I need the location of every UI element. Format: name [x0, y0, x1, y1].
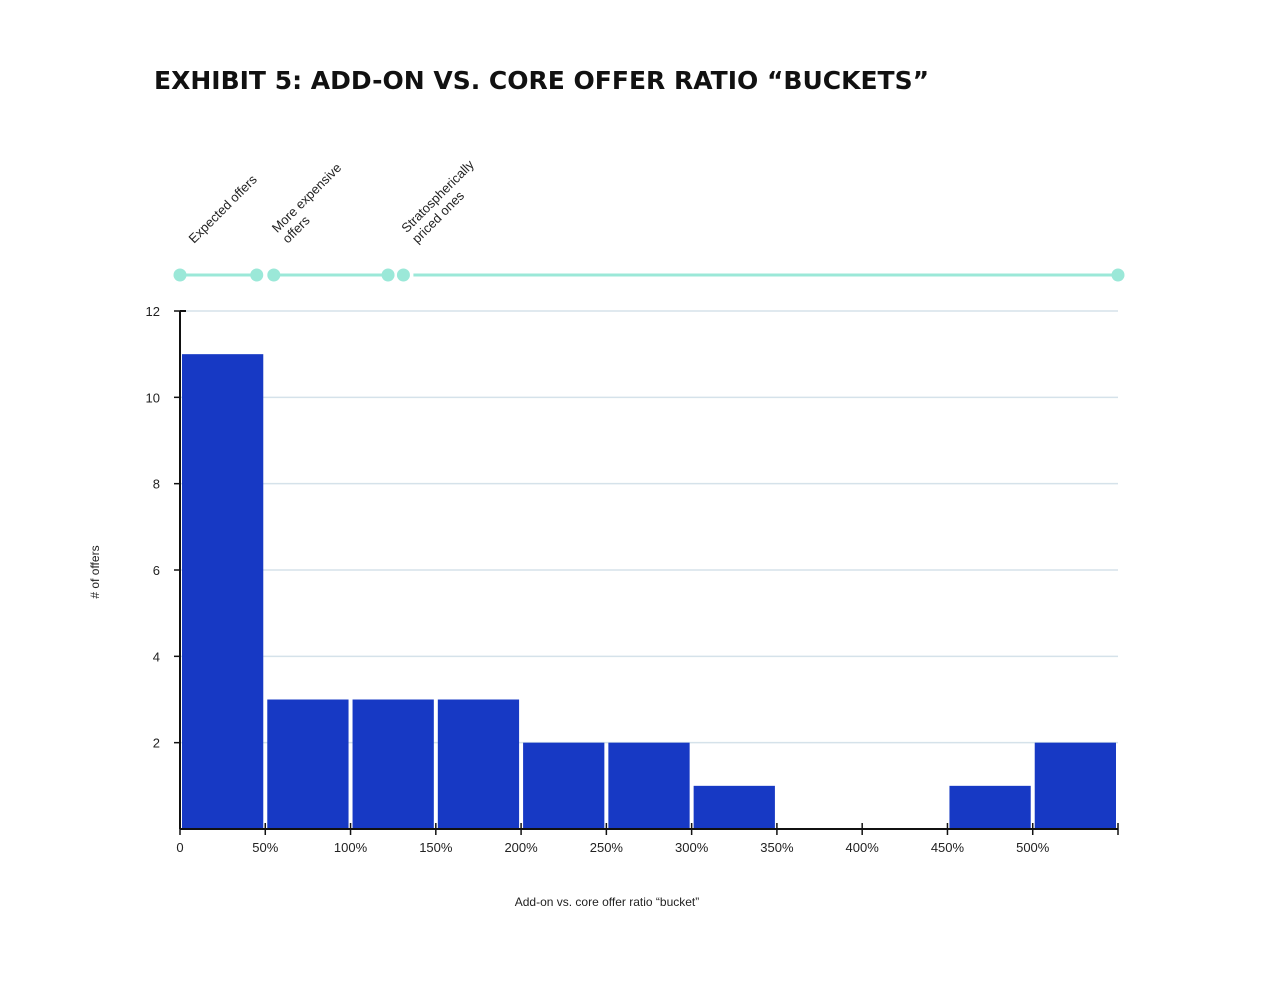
bar: [182, 354, 264, 829]
x-tick-label: 450%: [931, 840, 965, 855]
x-tick-label: 500%: [1016, 840, 1050, 855]
x-tick-label: 300%: [675, 840, 709, 855]
range-brackets: Expected offers More expensiveoffers Strat…: [173, 157, 1125, 282]
y-tick-label: 8: [153, 477, 160, 492]
x-tick-label: 50%: [252, 840, 278, 855]
y-axis-label: # of offers: [88, 545, 102, 598]
bar: [949, 785, 1031, 829]
range-end-marker: [381, 268, 395, 282]
range-label: More expensiveoffers: [269, 160, 355, 246]
x-tick-label: 350%: [760, 840, 794, 855]
range-end-marker: [250, 268, 264, 282]
range-label-line: Expected offers: [186, 171, 261, 246]
x-tick-label: 400%: [846, 840, 880, 855]
range-start-marker: [396, 268, 410, 282]
bar: [1034, 742, 1116, 829]
range-label: Expected offers: [186, 171, 261, 246]
y-tick-label: 12: [146, 304, 160, 319]
bar: [608, 742, 690, 829]
chart-title: EXHIBIT 5: ADD-ON VS. CORE OFFER RATIO “…: [154, 66, 930, 95]
bar: [437, 699, 520, 829]
x-tick-label: 100%: [334, 840, 368, 855]
x-tick-label: 0: [176, 840, 183, 855]
x-axis-label: Add-on vs. core offer ratio “bucket”: [515, 895, 700, 909]
x-tick-label: 150%: [419, 840, 453, 855]
range-start-marker: [173, 268, 187, 282]
x-tick-label: 250%: [590, 840, 624, 855]
y-tick-label: 4: [153, 649, 160, 664]
range-end-marker: [1111, 268, 1125, 282]
range-start-marker: [267, 268, 281, 282]
bar: [267, 699, 349, 829]
y-tick-label: 10: [146, 390, 160, 405]
y-tick-label: 2: [153, 736, 160, 751]
axes: 2 4 6 8 10 12 0 50% 100% 150% 200% 250% 300% 350% 400%…: [146, 304, 1119, 855]
y-tick-label: 6: [153, 563, 160, 578]
bar: [693, 785, 775, 829]
x-tick-label: 200%: [504, 840, 538, 855]
bar: [352, 699, 434, 829]
bars: [182, 354, 1116, 829]
range-label: Stratosphericallypriced ones: [398, 157, 488, 247]
grid-lines: [180, 310, 1118, 744]
bar: [523, 742, 605, 829]
